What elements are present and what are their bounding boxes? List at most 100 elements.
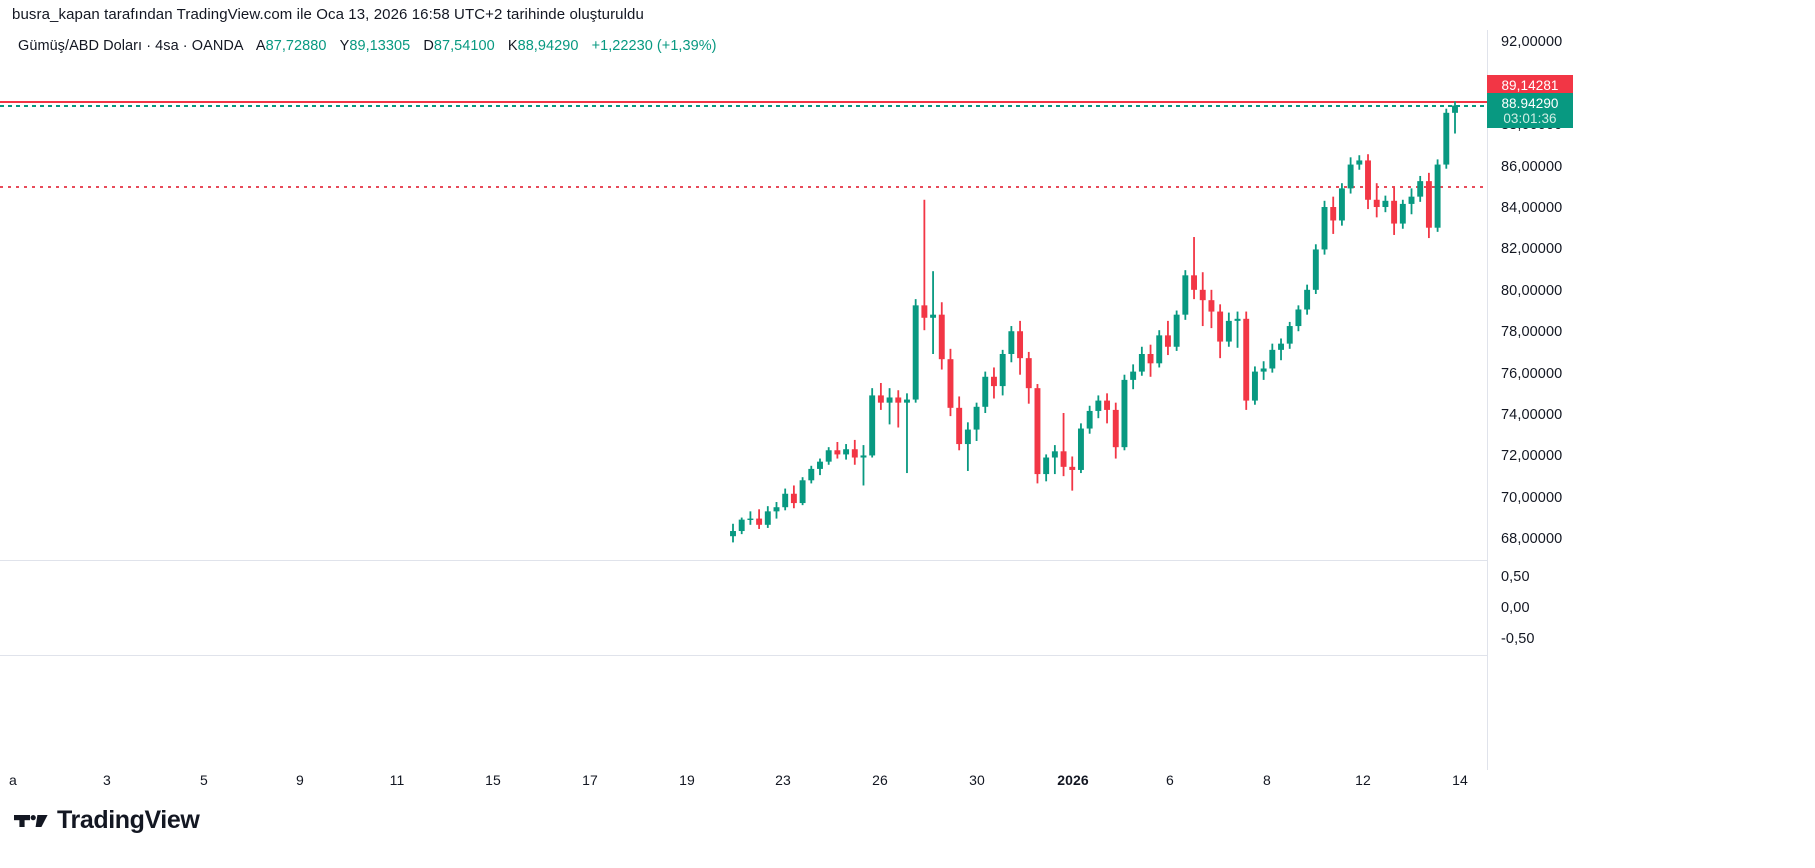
candle xyxy=(738,517,745,535)
candle xyxy=(912,299,919,403)
sub-pane-tick: 0,00 xyxy=(1501,600,1530,616)
candle xyxy=(1086,405,1093,434)
candle xyxy=(877,382,884,410)
sub-pane-tick: 0,50 xyxy=(1501,568,1530,585)
candle xyxy=(1391,187,1398,235)
candle xyxy=(964,422,971,471)
candle xyxy=(1208,289,1215,329)
time-tick: 30 xyxy=(969,772,985,788)
time-tick: 12 xyxy=(1355,772,1371,788)
legend-high: Y89,13305 xyxy=(340,38,411,54)
tradingview-mark-icon xyxy=(14,814,48,827)
candle xyxy=(947,348,954,417)
candle xyxy=(1173,310,1180,351)
legend-low: D87,54100 xyxy=(423,38,494,54)
time-tick: 14 xyxy=(1452,772,1468,788)
time-tick: 3 xyxy=(103,772,111,788)
candle xyxy=(834,441,841,459)
chart-legend[interactable]: Gümüş/ABD Doları · 4sa · OANDA A87,72880… xyxy=(18,38,717,54)
legend-change: +1,22230 (+1,39%) xyxy=(591,38,717,54)
candle xyxy=(1191,237,1197,300)
price-tick: 76,00000 xyxy=(1501,365,1563,382)
price-tick: 80,00000 xyxy=(1501,282,1563,299)
time-tick: 19 xyxy=(679,772,695,788)
candle xyxy=(1347,157,1354,194)
legend-open-label: A xyxy=(255,38,266,54)
candle xyxy=(1034,384,1041,484)
price-tick: 92,00000 xyxy=(1501,34,1563,51)
candle xyxy=(1164,320,1171,356)
candle xyxy=(904,393,910,474)
candle xyxy=(956,396,963,451)
pane-separator-1 xyxy=(0,560,1487,561)
candle xyxy=(938,302,945,370)
candle xyxy=(1217,304,1224,359)
candle xyxy=(790,485,797,509)
candle xyxy=(1269,343,1276,373)
candle xyxy=(851,439,858,465)
candle xyxy=(1051,445,1058,475)
sub-pane-tick: -0,50 xyxy=(1501,631,1535,648)
prev-close-badge[interactable]: 89,14281 xyxy=(1487,75,1573,95)
pane-separator-2 xyxy=(0,655,1487,656)
candle xyxy=(1443,108,1450,169)
candle xyxy=(808,465,815,484)
candlestick-series xyxy=(730,101,1458,543)
candle xyxy=(1104,393,1111,424)
candle xyxy=(756,509,763,529)
legend-close-value: 88,94290 xyxy=(517,38,579,54)
legend-separator-1: · xyxy=(146,38,152,54)
candle xyxy=(1434,159,1441,232)
candle xyxy=(895,390,902,428)
legend-symbol[interactable]: Gümüş/ABD Doları xyxy=(18,38,143,54)
legend-close: K88,94290 xyxy=(508,38,579,54)
candle xyxy=(1225,312,1232,347)
price-axis[interactable]: 92,0000090,0000088,0000086,0000084,00000… xyxy=(1487,30,1815,770)
reference-line xyxy=(0,186,1487,189)
candle xyxy=(1382,195,1389,213)
candle xyxy=(1251,366,1258,405)
legend-interval[interactable]: 4sa xyxy=(155,38,179,54)
candle xyxy=(886,388,893,425)
time-tick: 17 xyxy=(582,772,598,788)
countdown-badge[interactable]: 03:01:36 xyxy=(1487,108,1573,128)
candle xyxy=(1199,272,1206,327)
time-tick: 23 xyxy=(775,772,791,788)
legend-separator-2: · xyxy=(182,38,188,54)
candle xyxy=(1130,364,1137,390)
price-tick: 84,00000 xyxy=(1501,200,1563,217)
candle xyxy=(991,367,997,399)
candle xyxy=(825,447,832,465)
candle xyxy=(1425,172,1432,239)
candle xyxy=(921,199,928,331)
time-axis[interactable]: a 3 5 9 11 15 17 19 23 26 30 2026 6 8 12 14 xyxy=(0,770,1815,800)
time-tick: 2026 xyxy=(1057,772,1089,788)
tradingview-logo[interactable]: TradingView xyxy=(14,806,200,835)
candle xyxy=(1321,200,1328,255)
candle xyxy=(1399,199,1406,229)
time-tick: 9 xyxy=(296,772,304,788)
attribution-text: busra_kapan tarafından TradingView.com i… xyxy=(12,6,644,23)
price-tick: 74,00000 xyxy=(1501,407,1563,424)
candle xyxy=(1060,413,1067,477)
legend-open: A87,72880 xyxy=(256,38,327,54)
previous-close-line xyxy=(0,100,1487,103)
candle xyxy=(1121,374,1128,451)
legend-high-value: 89,13305 xyxy=(349,38,411,54)
candle xyxy=(1069,456,1076,491)
candle xyxy=(1077,423,1084,474)
candle xyxy=(1295,305,1302,332)
candle xyxy=(1095,395,1102,419)
price-tick: 70,00000 xyxy=(1501,489,1563,506)
candle xyxy=(799,477,806,506)
time-tick: 6 xyxy=(1166,772,1174,788)
time-tick: 11 xyxy=(389,772,405,788)
price-tick: 86,00000 xyxy=(1501,158,1563,175)
candle xyxy=(1147,344,1154,377)
candle xyxy=(1008,326,1015,363)
legend-close-label: K xyxy=(507,38,518,54)
time-tick: 15 xyxy=(485,772,501,788)
price-tick: 68,00000 xyxy=(1501,531,1563,548)
candle xyxy=(1365,154,1371,210)
